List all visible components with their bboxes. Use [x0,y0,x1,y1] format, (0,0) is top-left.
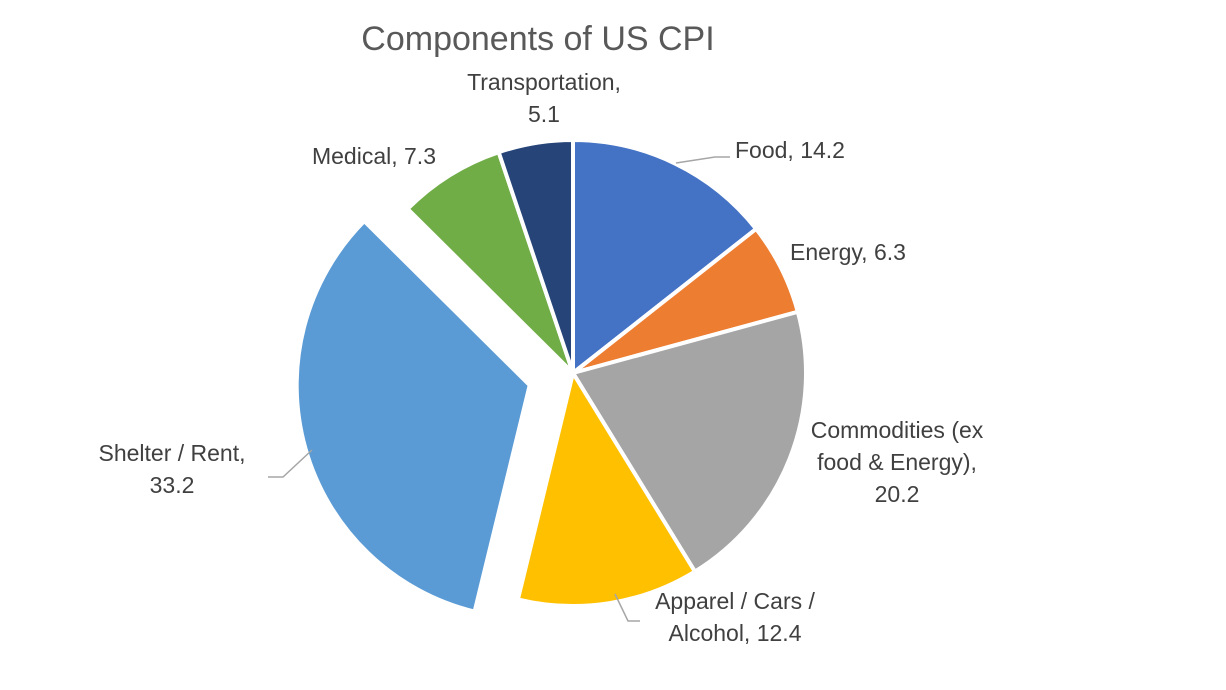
labels-layer: Food, 14.2 Energy, 6.3 Commodities (ex food… [98,69,983,646]
data-label-line: Transportation, [467,69,621,95]
data-label-line: 20.2 [875,481,920,507]
data-label-line: Energy, 6.3 [790,239,906,265]
pie-slice-transportation [496,138,575,375]
data-label-line: Food, 14.2 [735,137,845,163]
pie-slice-commodities-ex-food-energy [571,309,808,574]
data-label-line: Alcohol, 12.4 [669,620,802,646]
chart-title: Components of US CPI [361,20,714,58]
data-label-line: Apparel / Cars / [655,588,815,614]
leader-lines-layer [268,156,730,622]
data-label: Commodities (ex food & Energy), 20.2 [811,417,984,507]
pie-slice-shelter-rent [294,219,532,614]
data-label: Transportation, 5.1 [467,69,621,127]
data-label: Energy, 6.3 [790,239,906,265]
data-label-line: Medical, 7.3 [312,143,436,169]
data-label-line: 33.2 [150,472,195,498]
data-label: Apparel / Cars / Alcohol, 12.4 [655,588,815,646]
pie-slice-food [571,138,759,375]
leader-line [268,449,313,478]
pie-slice-medical [405,150,575,375]
leader-line [675,156,730,164]
slices-layer [294,138,808,614]
data-label-line: 5.1 [528,101,560,127]
data-label-line: Shelter / Rent, [98,440,245,466]
data-label: Shelter / Rent, 33.2 [98,440,245,498]
data-label-line: food & Energy), [817,449,977,475]
data-label: Food, 14.2 [735,137,845,163]
leader-line [614,593,640,622]
data-label-line: Commodities (ex [811,417,984,443]
data-label: Medical, 7.3 [312,143,436,169]
pie-slice-apparel-cars-alcohol [515,371,697,608]
